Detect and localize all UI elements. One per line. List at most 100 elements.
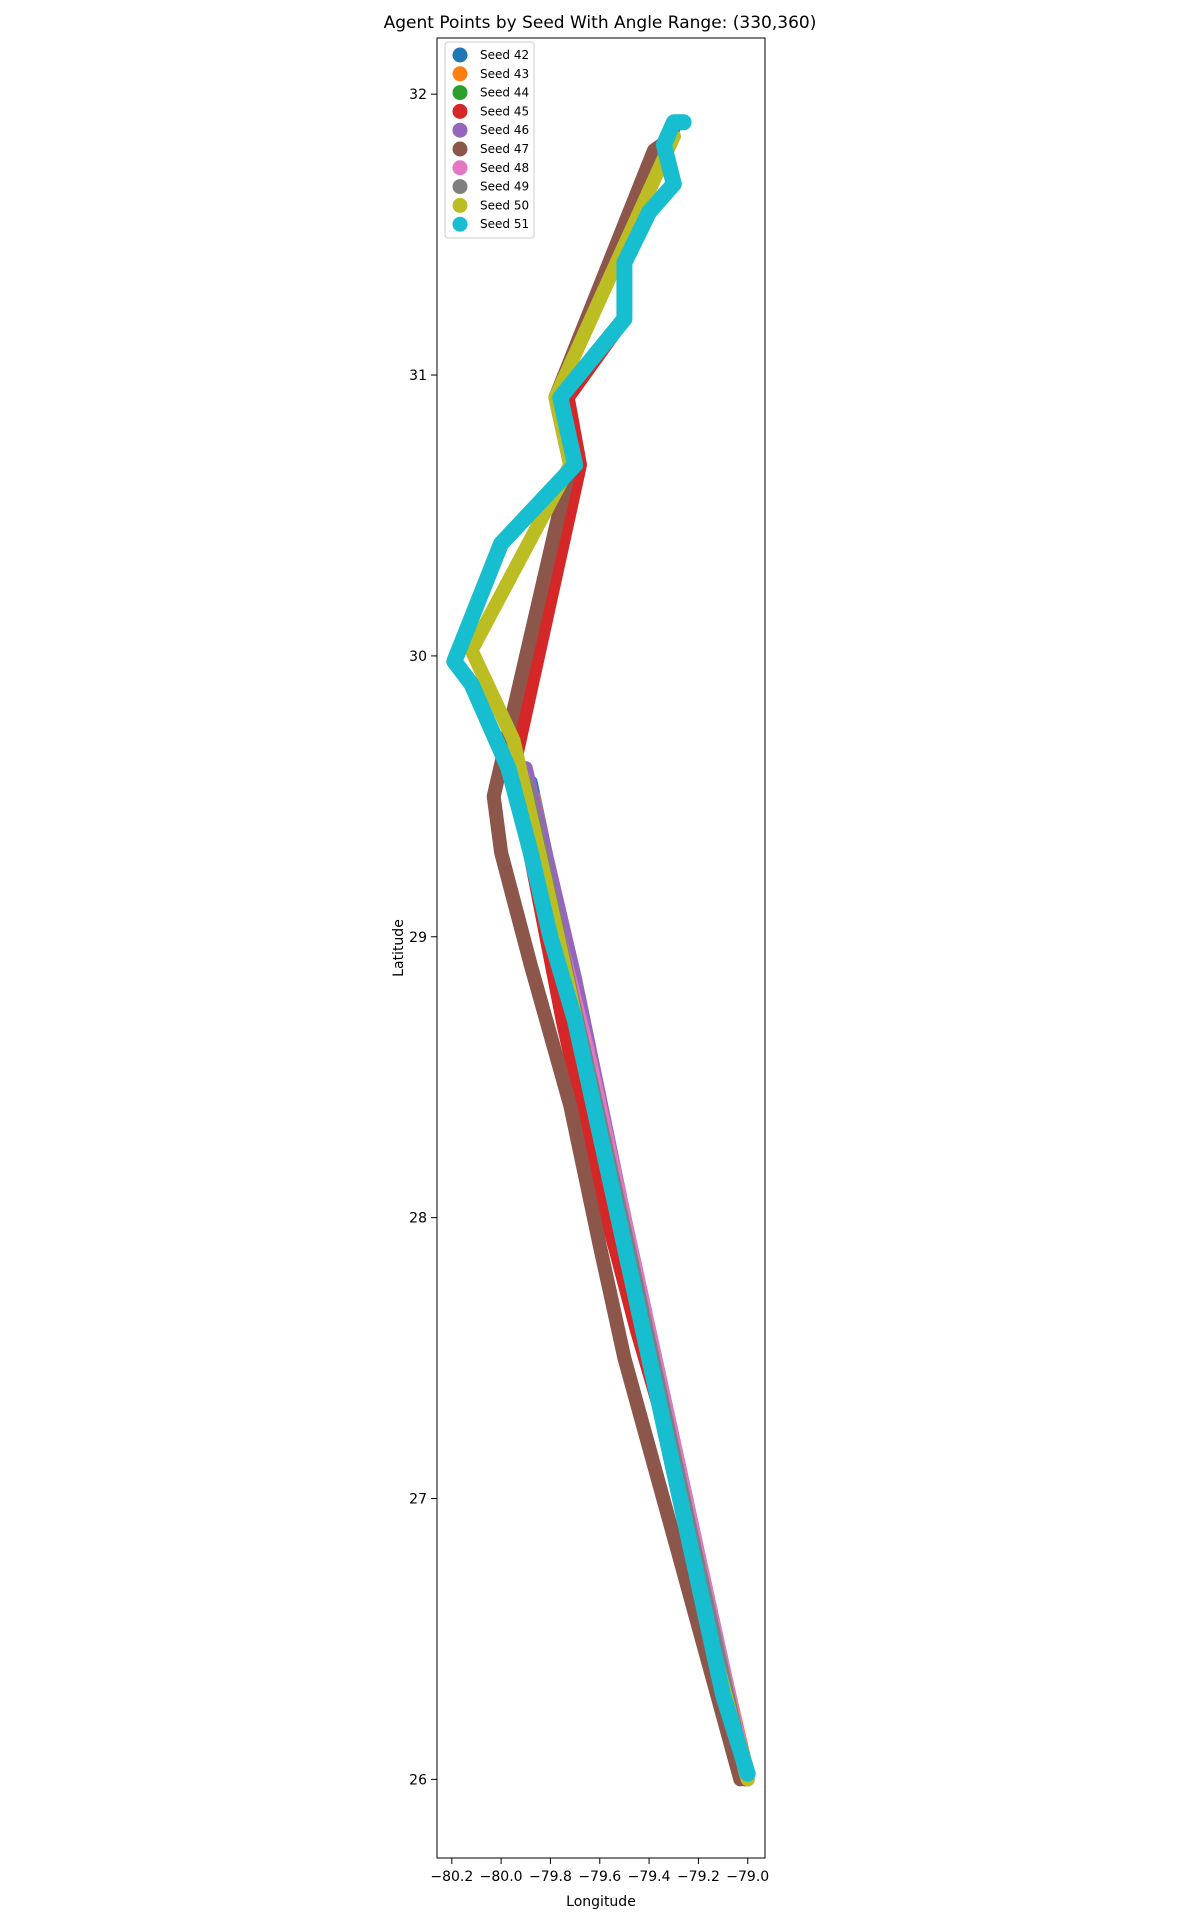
data-point <box>554 391 567 404</box>
data-point <box>505 884 517 896</box>
data-point <box>569 1071 582 1084</box>
data-point <box>586 352 599 365</box>
data-point <box>537 1005 550 1018</box>
data-point <box>676 1501 688 1514</box>
x-tick-label: −79.6 <box>578 1869 621 1885</box>
data-point <box>614 1333 627 1346</box>
data-point <box>525 624 538 637</box>
data-point <box>544 1029 557 1042</box>
data-point <box>509 902 522 915</box>
data-point <box>493 704 506 717</box>
data-point <box>556 972 569 985</box>
data-point <box>471 692 484 704</box>
data-point <box>566 447 579 460</box>
data-point <box>486 689 499 702</box>
data-point <box>729 1728 742 1741</box>
data-point <box>587 1155 600 1168</box>
data-point <box>471 596 484 609</box>
data-point <box>606 1183 619 1196</box>
data-point <box>721 1702 734 1715</box>
data-point <box>477 706 490 719</box>
data-point <box>502 762 515 775</box>
data-point <box>519 511 532 524</box>
data-point <box>448 655 461 668</box>
data-point <box>487 557 500 570</box>
data-point <box>593 1239 606 1252</box>
legend-label: Seed 46 <box>480 123 529 137</box>
legend-label: Seed 47 <box>480 142 529 156</box>
data-point <box>618 1352 631 1365</box>
data-point <box>531 874 544 887</box>
data-point <box>500 719 513 732</box>
data-point <box>490 809 503 822</box>
data-point <box>645 1450 658 1463</box>
data-point <box>606 1295 619 1308</box>
data-point <box>630 1295 643 1308</box>
data-point <box>514 921 527 934</box>
data-point <box>581 1127 594 1140</box>
data-point <box>614 1221 627 1233</box>
data-point <box>556 472 569 484</box>
data-point <box>700 1614 713 1627</box>
data-point <box>581 1071 594 1084</box>
data-point <box>634 1314 647 1327</box>
data-point <box>493 837 506 850</box>
data-point <box>574 1146 586 1159</box>
data-point <box>519 940 532 953</box>
data-point <box>575 365 588 378</box>
data-point <box>597 339 610 352</box>
data-point <box>487 790 500 803</box>
data-point <box>544 930 557 943</box>
y-tick-label: 28 <box>409 1211 427 1227</box>
data-point <box>627 1384 640 1397</box>
data-point <box>588 304 601 317</box>
data-point <box>541 916 554 929</box>
data-point <box>647 1370 660 1383</box>
x-axis-ticks: −80.2 −80.0 −79.8 −79.6 −79.4 −79.2 −79.0 <box>430 1858 769 1885</box>
data-point <box>491 818 504 831</box>
data-point <box>517 818 530 831</box>
data-point <box>496 748 509 761</box>
data-point <box>509 790 522 803</box>
data-point <box>651 1389 664 1402</box>
y-tick-label: 27 <box>409 1491 427 1507</box>
data-point <box>569 348 582 360</box>
x-tick-label: −79.0 <box>726 1869 769 1885</box>
legend-label: Seed 48 <box>480 161 529 175</box>
data-point <box>585 1089 598 1102</box>
data-point <box>607 326 620 338</box>
data-point <box>565 1001 577 1013</box>
x-tick-label: −80.2 <box>430 1869 473 1885</box>
x-tick-label: −80.0 <box>480 1869 523 1885</box>
data-point <box>495 537 508 550</box>
x-tick-label: −79.4 <box>628 1869 671 1885</box>
data-point <box>456 635 469 648</box>
data-point <box>597 1258 610 1271</box>
data-point <box>733 1741 746 1754</box>
data-point <box>741 1767 754 1780</box>
data-point <box>506 776 519 789</box>
data-point <box>593 1183 606 1196</box>
data-point <box>482 613 494 626</box>
data-point <box>521 832 533 845</box>
data-point <box>557 1075 570 1088</box>
data-point <box>514 551 527 564</box>
data-point <box>708 1651 721 1664</box>
data-point <box>564 1099 577 1112</box>
data-point <box>524 958 537 971</box>
x-axis-title: Longitude <box>566 1894 636 1910</box>
series-seed-51 <box>446 114 756 1782</box>
data-point <box>680 1520 693 1533</box>
data-point <box>534 888 547 901</box>
x-tick-label: −79.8 <box>529 1869 572 1885</box>
data-point <box>540 610 553 623</box>
data-point <box>717 1689 730 1702</box>
data-point <box>672 1548 685 1561</box>
data-point <box>538 569 551 582</box>
data-point <box>579 1169 591 1182</box>
y-tick-label: 29 <box>409 930 427 946</box>
data-point <box>513 804 526 817</box>
data-point <box>725 1715 738 1728</box>
data-point <box>513 679 526 692</box>
data-point <box>490 734 503 747</box>
